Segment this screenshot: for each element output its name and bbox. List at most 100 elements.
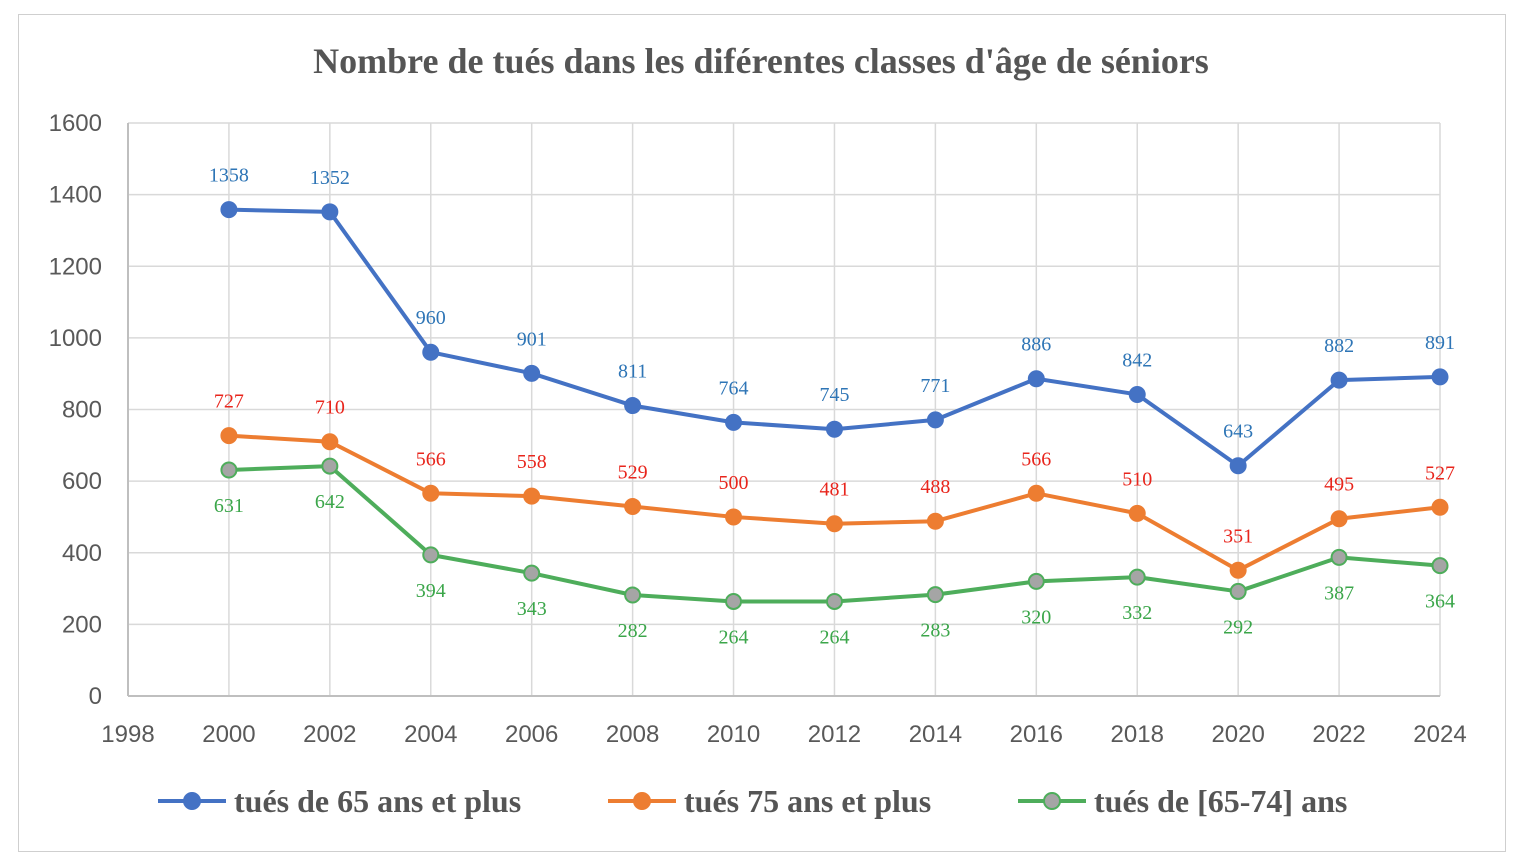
y-tick-label: 400 [62,540,102,567]
data-label: 500 [719,472,749,494]
data-label: 642 [315,491,345,513]
gridlines [127,122,1441,697]
data-point [1027,484,1045,502]
chart-title: Nombre de tués dans les diférentes class… [313,41,1209,81]
data-label: 264 [819,626,849,648]
data-point [1027,572,1045,590]
data-label: 527 [1425,462,1455,484]
x-tick-label: 2006 [505,721,558,748]
data-labels: 1358 1352 960 901 811 764 745 771 886 842 643 882 89… [209,165,1455,649]
data-label: 566 [1021,448,1051,470]
legend-marker [1043,792,1061,810]
data-point [220,427,238,445]
x-tick-label: 2014 [909,721,962,748]
data-label: 351 [1223,525,1253,547]
data-point [1431,368,1449,386]
data-label: 960 [416,307,446,329]
legend: tués de 65 ans et plus tués 75 ans et plu… [158,783,1347,819]
data-label: 332 [1122,602,1152,624]
data-point [321,457,339,475]
data-point [1128,385,1146,403]
x-tick-label: 2024 [1413,721,1466,748]
data-point [1330,371,1348,389]
y-tick-label: 1400 [49,182,102,209]
data-label: 320 [1021,606,1051,628]
legend-entry: tués de [65-74] ans [1094,783,1347,819]
data-point [624,586,642,604]
data-label: 387 [1324,582,1354,604]
data-point [321,203,339,221]
y-tick-label: 200 [62,611,102,638]
data-label: 343 [517,598,547,620]
x-tick-label: 2008 [606,721,659,748]
data-label: 771 [920,375,950,397]
axes: 0 200 400 600 800 1000 1200 1400 1600 1998 2000 200… [49,110,1467,748]
data-point [1128,504,1146,522]
data-label: 495 [1324,474,1354,496]
data-point [321,433,339,451]
data-point [220,201,238,219]
y-tick-label: 1200 [49,253,102,280]
chart-frame [18,14,1506,852]
y-tick-label: 0 [89,683,102,710]
data-point [926,512,944,530]
data-label: 488 [920,476,950,498]
data-label: 745 [819,384,849,406]
data-point [1330,548,1348,566]
x-tick-label: 2020 [1211,721,1264,748]
x-tick-label: 2002 [303,721,356,748]
data-point [523,364,541,382]
x-tick-label: 2022 [1312,721,1365,748]
data-point [926,586,944,604]
data-label: 643 [1223,421,1253,443]
data-label: 901 [517,328,547,350]
data-point [1431,557,1449,575]
data-point [1027,370,1045,388]
data-label: 811 [618,361,647,383]
data-point [624,498,642,516]
data-point [422,484,440,502]
data-point [422,343,440,361]
legend-entry: tués de 65 ans et plus [234,783,521,819]
data-label: 394 [416,580,446,602]
data-label: 529 [618,462,648,484]
data-label: 764 [719,377,749,399]
data-point [725,508,743,526]
data-label: 481 [819,479,849,501]
legend-entry: tués 75 ans et plus [684,783,931,819]
legend-marker [633,792,651,810]
data-point [1229,457,1247,475]
data-label: 886 [1021,334,1051,356]
data-label: 558 [517,451,547,473]
x-tick-label: 2016 [1010,721,1063,748]
data-label: 282 [618,620,648,642]
x-tick-label: 1998 [101,721,154,748]
data-label: 710 [315,397,345,419]
data-label: 283 [920,620,950,642]
x-tick-label: 2000 [202,721,255,748]
legend-marker [183,792,201,810]
y-tick-label: 600 [62,468,102,495]
data-point [825,592,843,610]
series-group [220,201,1449,610]
data-point [825,515,843,533]
data-label: 727 [214,391,244,413]
data-label: 1352 [310,167,350,189]
data-label: 510 [1122,468,1152,490]
y-tick-label: 1000 [49,325,102,352]
data-point [1128,568,1146,586]
y-tick-label: 1600 [49,110,102,137]
data-label: 264 [719,626,749,648]
data-point [1229,561,1247,579]
x-tick-label: 2012 [808,721,861,748]
data-label: 882 [1324,335,1354,357]
data-point [422,546,440,564]
data-label: 292 [1223,616,1253,638]
data-label: 1358 [209,165,249,187]
data-point [1330,510,1348,528]
x-tick-label: 2018 [1111,721,1164,748]
data-label: 631 [214,495,244,517]
data-label: 891 [1425,332,1455,354]
x-tick-label: 2004 [404,721,457,748]
